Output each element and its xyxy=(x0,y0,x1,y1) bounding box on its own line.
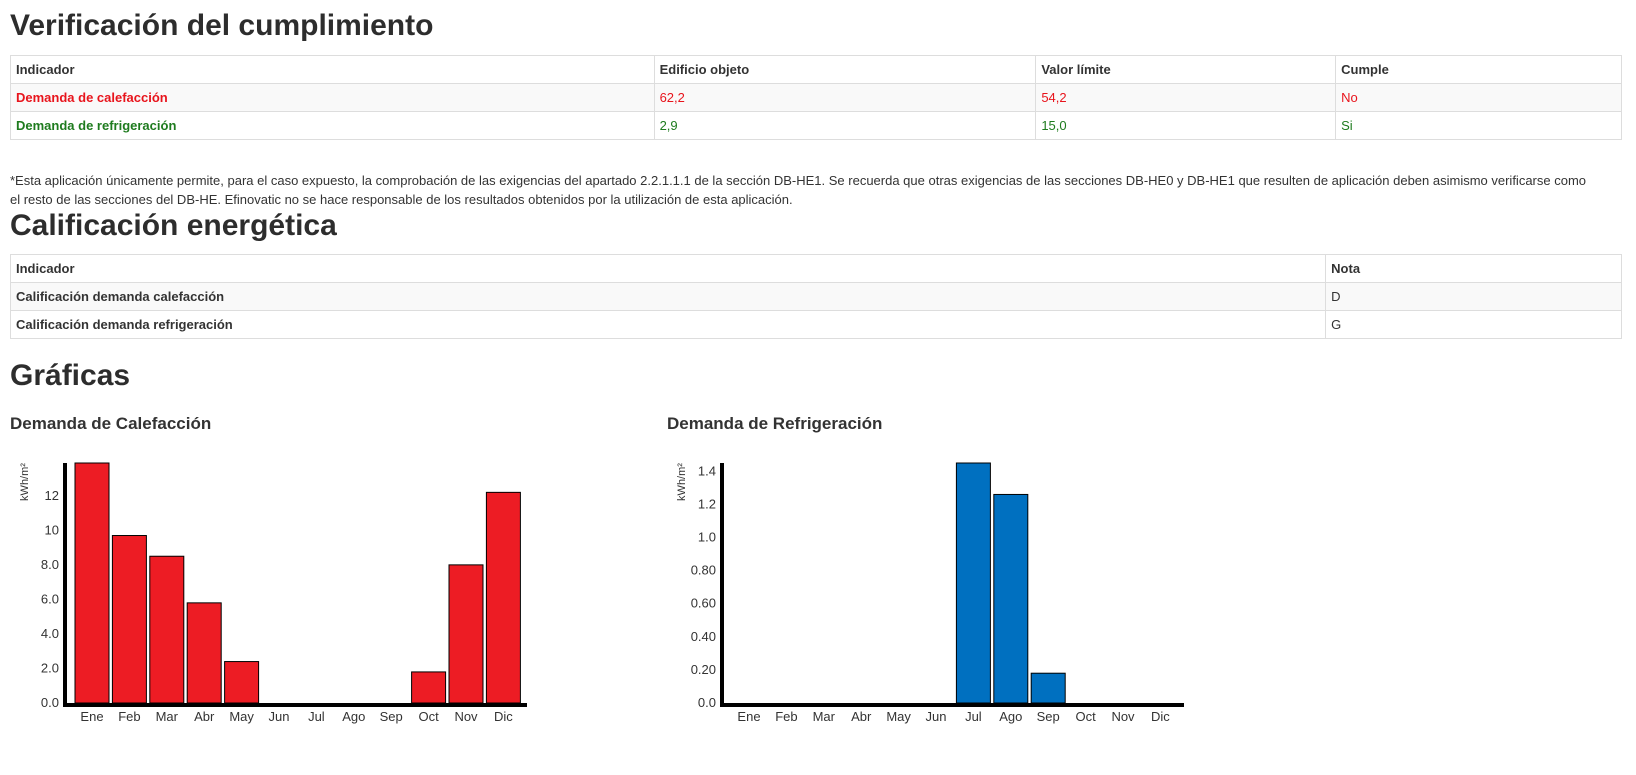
bar-oct xyxy=(411,671,447,704)
y-axis-label: kWh/m² xyxy=(676,463,688,501)
x-tick-label: Abr xyxy=(194,709,215,724)
bar-jul xyxy=(955,462,991,704)
section-title-graficas: Gráficas xyxy=(10,359,131,392)
y-tick-label: 0.0 xyxy=(41,695,59,710)
header-nota: Nota xyxy=(1325,254,1622,283)
x-tick-label: Jul xyxy=(308,709,325,724)
x-tick-label: Oct xyxy=(418,709,439,724)
header-indicador: Indicador xyxy=(9,254,1327,283)
y-tick-label: 0.0 xyxy=(698,695,716,710)
x-tick-label: Sep xyxy=(380,709,403,724)
disclaimer-text: *Esta aplicación únicamente permite, par… xyxy=(10,173,1587,207)
row-edificio-objeto: 2,9 xyxy=(653,111,1037,140)
y-axis-label: kWh/m² xyxy=(19,463,31,501)
y-tick-label: 0.20 xyxy=(691,662,716,677)
chart-refrigeracion: kWh/m² 0.0 0.20 0.40 0.60 0.80 1.0 1.2 1.4 Ene Feb… xyxy=(676,462,1184,724)
x-tick-label: Mar xyxy=(156,709,179,724)
bar-abr xyxy=(186,602,222,704)
x-tick-label: Nov xyxy=(454,709,478,724)
section-title-calificacion: Calificación energética xyxy=(10,209,337,242)
y-tick-label: 1.0 xyxy=(698,529,716,544)
table-header-row: Indicador Nota xyxy=(9,254,1622,283)
x-tick-label: May xyxy=(886,709,911,724)
row-valor-limite: 54,2 xyxy=(1035,83,1337,112)
x-tick-label: Mar xyxy=(813,709,836,724)
x-tick-label: Ene xyxy=(737,709,760,724)
rating-table: Indicador Nota Calificación demanda cale… xyxy=(9,254,1622,339)
bar-sep xyxy=(1030,672,1066,704)
bar-nov xyxy=(448,564,484,704)
row-indicador: Calificación demanda refrigeración xyxy=(9,310,1327,339)
y-tick-label: 12 xyxy=(45,488,59,503)
x-tick-label: Dic xyxy=(1151,709,1170,724)
header-cumple: Cumple xyxy=(1335,55,1622,84)
y-tick-label: 4.0 xyxy=(41,626,59,641)
row-valor-limite: 15,0 xyxy=(1035,111,1337,140)
row-nota: G xyxy=(1325,310,1622,339)
y-tick-label: 6.0 xyxy=(41,591,59,606)
bar-ago xyxy=(993,493,1029,704)
header-indicador: Indicador xyxy=(10,55,655,84)
x-tick-label: Nov xyxy=(1111,709,1135,724)
y-tick-label: 0.40 xyxy=(691,629,716,644)
row-cumple: Si xyxy=(1335,111,1622,140)
y-tick-label: 1.2 xyxy=(698,496,716,511)
section-title-verificacion: Verificación del cumplimiento xyxy=(10,9,434,42)
y-tick-label: 2.0 xyxy=(41,660,59,675)
row-indicador: Calificación demanda calefacción xyxy=(9,282,1327,311)
chart-calefaccion: kWh/m² 0.0 2.0 4.0 6.0 8.0 10 12 Ene Feb Mar Abr May… xyxy=(19,462,527,724)
header-valor-limite: Valor límite xyxy=(1035,55,1337,84)
row-indicador: Demanda de calefacción xyxy=(10,83,655,112)
x-tick-label: Ene xyxy=(80,709,103,724)
row-edificio-objeto: 62,2 xyxy=(653,83,1037,112)
x-tick-label: Sep xyxy=(1037,709,1060,724)
x-tick-label: Ago xyxy=(999,709,1022,724)
bar-dic xyxy=(485,491,521,704)
row-indicador: Demanda de refrigeración xyxy=(10,111,655,140)
row-nota: D xyxy=(1325,282,1622,311)
x-tick-label: Jun xyxy=(926,709,947,724)
x-tick-label: May xyxy=(229,709,254,724)
x-tick-label: Abr xyxy=(851,709,872,724)
verification-table: Indicador Edificio objeto Valor límite C… xyxy=(10,55,1622,140)
x-tick-label: Feb xyxy=(775,709,797,724)
x-tick-label: Feb xyxy=(118,709,140,724)
bar-may xyxy=(224,661,260,704)
table-row-refrigeracion: Demanda de refrigeración 2,9 15,0 Si xyxy=(10,111,1622,140)
x-tick-label: Oct xyxy=(1075,709,1096,724)
chart-title-refrigeracion: Demanda de Refrigeración xyxy=(667,414,883,433)
x-tick-label: Jun xyxy=(269,709,290,724)
x-tick-label: Dic xyxy=(494,709,513,724)
table-row-calificacion-calefaccion: Calificación demanda calefacción D xyxy=(9,282,1622,311)
y-tick-label: 0.80 xyxy=(691,563,716,578)
y-tick-label: 1.4 xyxy=(698,463,716,478)
y-tick-label: 8.0 xyxy=(41,557,59,572)
y-tick-label: 0.60 xyxy=(691,596,716,611)
header-edificio-objeto: Edificio objeto xyxy=(653,55,1037,84)
bar-ene xyxy=(74,462,110,704)
table-header-row: Indicador Edificio objeto Valor límite C… xyxy=(10,55,1622,84)
bar-feb xyxy=(111,535,147,704)
x-tick-label: Ago xyxy=(342,709,365,724)
chart-title-calefaccion: Demanda de Calefacción xyxy=(10,414,212,433)
row-cumple: No xyxy=(1335,83,1622,112)
bar-mar xyxy=(149,555,185,704)
x-tick-label: Jul xyxy=(965,709,982,724)
y-tick-label: 10 xyxy=(45,522,59,537)
table-row-calificacion-refrigeracion: Calificación demanda refrigeración G xyxy=(9,310,1622,339)
table-row-calefaccion: Demanda de calefacción 62,2 54,2 No xyxy=(10,83,1622,112)
